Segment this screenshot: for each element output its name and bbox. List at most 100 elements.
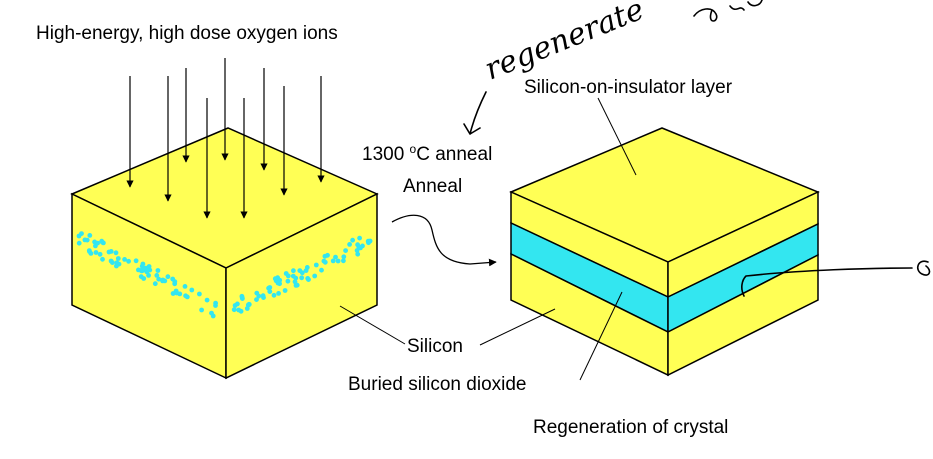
oxygen-dot: [343, 248, 348, 254]
oxygen-dot: [335, 258, 341, 264]
oxygen-dot: [156, 276, 162, 282]
oxygen-dot: [155, 268, 161, 273]
oxygen-dot: [231, 307, 237, 313]
oxygen-dot: [294, 282, 300, 288]
oxygen-dot: [108, 258, 114, 264]
oxygen-dot: [183, 293, 189, 299]
implanted-wafer-block: [70, 127, 379, 380]
oxygen-dot: [133, 258, 139, 264]
oxygen-dot: [236, 307, 242, 313]
silicon-right-leader: [479, 308, 556, 346]
oxygen-dot: [357, 235, 362, 241]
oxygen-dot: [209, 310, 214, 316]
anneal-temp-value: 1300: [362, 144, 410, 165]
oxygen-dot: [271, 292, 277, 298]
oxygen-dot: [115, 256, 121, 261]
oxygen-dot: [275, 280, 281, 286]
oxygen-dot: [333, 254, 338, 260]
ion-beam-label: High-energy, high dose oxygen ions: [36, 23, 338, 44]
oxygen-dot: [122, 257, 127, 262]
oxygen-dot: [282, 288, 288, 293]
handwritten-word: regenerate: [480, 0, 649, 87]
oxygen-dot: [355, 251, 361, 257]
oxygen-dot: [87, 233, 93, 238]
oxygen-dot: [276, 291, 281, 296]
oxygen-dot: [213, 303, 218, 308]
oxygen-dot: [285, 278, 291, 284]
handwritten-oxide-pointer: [741, 267, 913, 297]
anneal-temp-degree: o: [410, 142, 417, 156]
oxygen-dot: [141, 276, 147, 281]
oxygen-dot: [182, 284, 188, 289]
oxygen-dot: [152, 281, 158, 287]
oxygen-dot: [232, 303, 238, 308]
oxygen-dot: [330, 258, 336, 264]
soi-layer-label: Silicon-on-insulator layer: [524, 77, 733, 98]
anneal-temperature-label: 1300 oC anneal: [362, 142, 492, 165]
oxygen-dot: [189, 287, 195, 293]
oxygen-dot: [246, 301, 252, 307]
handwritten-pointer: [463, 91, 487, 135]
oxygen-dot: [312, 273, 318, 279]
oxygen-dot: [204, 297, 210, 303]
oxygen-dot: [108, 249, 114, 254]
handwritten-margin-mark: [916, 260, 931, 276]
oxygen-dot: [297, 268, 303, 273]
oxygen-dot: [354, 248, 360, 253]
oxygen-ion-arrows: [126, 58, 325, 219]
oxygen-dot: [292, 279, 298, 285]
oxygen-dot: [93, 250, 99, 255]
oxygen-dot: [256, 293, 262, 299]
handwritten-scribble-top: [693, 0, 763, 22]
oxygen-dot: [293, 275, 299, 281]
oxygen-dot: [172, 281, 178, 287]
oxygen-dot: [146, 264, 152, 269]
oxygen-dot: [283, 271, 289, 276]
oxygen-dot: [126, 258, 131, 264]
oxygen-dot: [260, 293, 266, 299]
oxygen-dot: [114, 263, 119, 269]
oxygen-dot: [267, 289, 273, 294]
silicon-left-leader: [339, 305, 406, 345]
oxygen-dot: [154, 273, 160, 278]
oxygen-dot: [199, 307, 205, 313]
oxygen-dot: [350, 237, 355, 243]
oxygen-dot: [291, 268, 296, 274]
oxygen-dot: [341, 258, 346, 264]
oxygen-dot: [140, 267, 146, 273]
regeneration-label: Regeneration of crystal: [533, 417, 728, 438]
oxygen-dot: [88, 251, 94, 256]
anneal-temp-unit: C anneal: [416, 144, 492, 165]
oxygen-dot: [254, 297, 259, 302]
soi-layer-leader: [597, 97, 637, 176]
oxygen-dot: [177, 291, 183, 297]
oxygen-dot: [347, 242, 352, 247]
oxygen-dot: [95, 240, 100, 246]
oxygen-dot: [299, 275, 305, 281]
oxygen-dot: [84, 237, 90, 243]
oxygen-dot: [144, 269, 150, 275]
oxygen-dot: [321, 258, 327, 264]
oxygen-dot: [306, 277, 311, 282]
right-block-side-bottom-silicon: [667, 253, 819, 377]
oxygen-dot: [100, 256, 105, 262]
oxygen-dot: [319, 267, 324, 273]
oxygen-dot: [97, 251, 103, 257]
label-leader-lines: [339, 97, 637, 381]
oxygen-dot: [170, 291, 176, 296]
oxygen-dot: [79, 231, 84, 237]
soi-wafer-block: [509, 127, 820, 377]
oxygen-dot: [160, 278, 166, 284]
oxygen-dot: [366, 240, 371, 246]
anneal-arrow: [391, 214, 497, 267]
oxygen-dot: [360, 243, 365, 249]
oxygen-dot: [304, 265, 310, 270]
oxygen-dot: [267, 285, 273, 290]
oxide-leader: [579, 291, 623, 381]
left-block-right-face: [225, 192, 378, 380]
oxygen-dot: [76, 240, 82, 246]
oxygen-dot: [341, 254, 347, 260]
oxygen-dot: [356, 244, 362, 250]
oxygen-dot: [325, 252, 330, 258]
